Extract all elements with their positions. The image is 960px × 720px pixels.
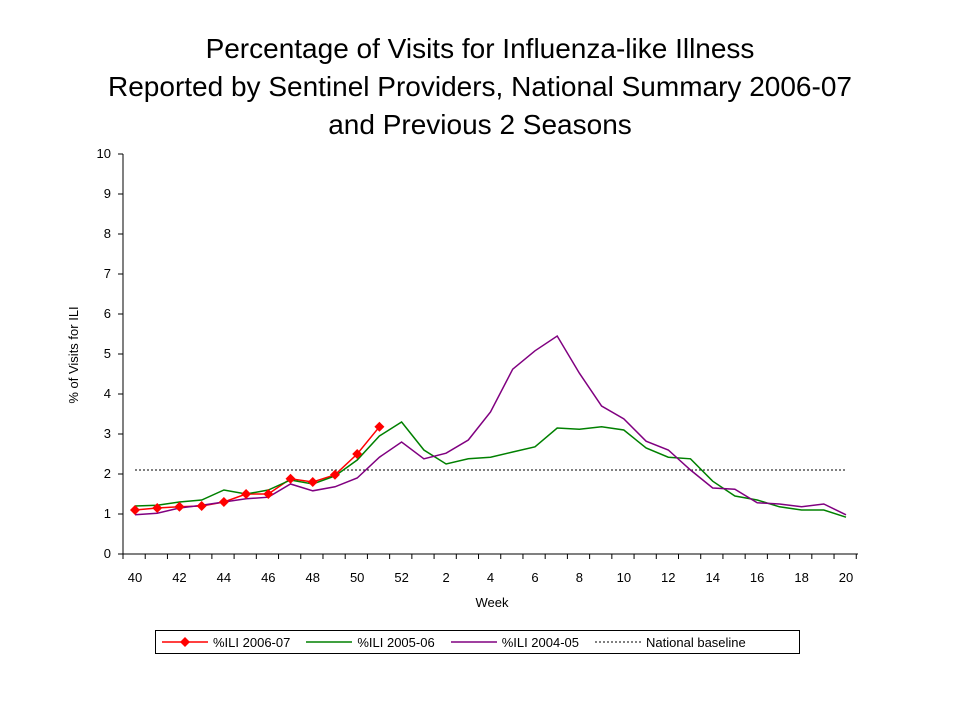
x-tick-label: 48	[306, 570, 320, 585]
x-tick-label: 12	[661, 570, 675, 585]
data-point-marker	[196, 501, 207, 511]
chart-title: Percentage of Visits for Influenza-like …	[0, 30, 960, 144]
legend-item-2004-05: %ILI 2004-05	[449, 635, 579, 650]
lines-layer	[134, 334, 847, 518]
x-tick-label: 46	[261, 570, 275, 585]
x-tick-label: 42	[172, 570, 186, 585]
x-tick-label: 16	[750, 570, 764, 585]
y-axis-title: % of Visits for ILI	[66, 306, 81, 403]
data-point-marker	[152, 503, 163, 513]
x-tick-label: 8	[576, 570, 583, 585]
legend: %ILI 2006-07 %ILI 2005-06 %ILI 2004-05 N…	[155, 630, 800, 654]
x-tick-label: 10	[617, 570, 631, 585]
legend-item-baseline: National baseline	[593, 635, 746, 650]
legend-swatch-2006-07	[162, 637, 208, 647]
data-point-marker	[218, 497, 229, 507]
series-line-1	[134, 421, 847, 518]
legend-label-2006-07: %ILI 2006-07	[213, 634, 291, 650]
y-tick-label: 4	[104, 386, 111, 401]
x-tick-label: 40	[128, 570, 142, 585]
x-tick-label: 52	[394, 570, 408, 585]
y-tick-label: 6	[104, 306, 111, 321]
data-point-marker	[374, 421, 385, 432]
data-point-marker	[263, 489, 274, 499]
x-tick-label: 4	[487, 570, 494, 585]
x-tick-label: 44	[217, 570, 231, 585]
legend-item-2005-06: %ILI 2005-06	[304, 634, 435, 650]
legend-swatch-2004-05	[450, 641, 497, 643]
x-tick-label: 18	[794, 570, 808, 585]
y-tick-label: 10	[97, 146, 111, 161]
legend-label-2005-06: %ILI 2005-06	[357, 634, 435, 650]
legend-label-baseline: National baseline	[646, 634, 746, 650]
y-tick-label: 1	[104, 506, 111, 521]
data-point-marker	[329, 469, 340, 480]
y-tick-label: 7	[104, 266, 111, 281]
series-line-2	[134, 334, 847, 516]
data-point-marker	[285, 473, 296, 484]
x-tick-label: 6	[531, 570, 538, 585]
title-line-2: Reported by Sentinel Providers, National…	[108, 71, 852, 102]
x-tick-label: 20	[839, 570, 853, 585]
y-tick-label: 0	[104, 546, 111, 561]
data-point-marker	[352, 449, 363, 459]
y-tick-label: 9	[104, 186, 111, 201]
data-point-marker	[307, 477, 318, 487]
legend-label-2004-05: %ILI 2004-05	[501, 634, 580, 650]
title-line-3: and Previous 2 Seasons	[328, 109, 632, 140]
x-tick-label: 14	[705, 570, 719, 585]
data-point-marker	[174, 501, 185, 512]
markers-layer	[130, 421, 385, 515]
legend-swatch-baseline	[595, 641, 642, 643]
x-axis-title: Week	[476, 595, 509, 610]
x-tick-label: 2	[442, 570, 449, 585]
y-tick-label: 2	[104, 466, 111, 481]
y-tick-label: 5	[104, 346, 111, 361]
legend-swatch-2005-06	[306, 641, 353, 643]
data-point-marker	[241, 489, 252, 499]
y-tick-label: 8	[104, 226, 111, 241]
x-tick-label: 50	[350, 570, 364, 585]
legend-item-2006-07: %ILI 2006-07	[160, 635, 290, 650]
data-point-marker	[130, 505, 140, 515]
title-line-1: Percentage of Visits for Influenza-like …	[205, 33, 755, 64]
y-tick-label: 3	[104, 426, 111, 441]
